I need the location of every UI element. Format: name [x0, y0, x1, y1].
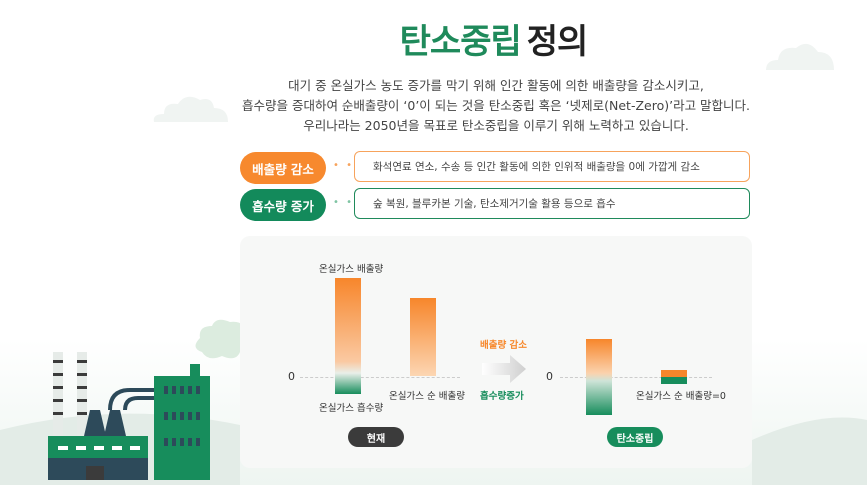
definition-description: 대기 중 온실가스 농도 증가를 막기 위해 인간 활동에 의한 배출량을 감소… — [240, 76, 752, 136]
description-line: 대기 중 온실가스 농도 증가를 막기 위해 인간 활동에 의한 배출량을 감소… — [288, 78, 704, 93]
neutral-bar — [586, 339, 612, 415]
dots-connector: • • • — [333, 160, 368, 171]
right-arrow-icon — [482, 355, 526, 383]
factory-illustration — [48, 319, 249, 480]
zero-line — [300, 377, 460, 378]
page-title-suffix: 정의 — [526, 22, 589, 62]
absorption-increase-detail: 숲 복원, 블루카본 기술, 탄소제거기술 활용 등으로 흡수 — [354, 188, 750, 219]
carbon-neutral-diagram — [240, 236, 752, 468]
description-line: 우리나라는 2050년을 목표로 탄소중립을 이루기 위해 노력하고 있습니다. — [303, 118, 689, 133]
cloud-left — [153, 96, 228, 122]
emission-reduction-pill: 배출량 감소 — [240, 152, 326, 184]
net-emission-bar — [410, 298, 436, 376]
current-tag: 현재 — [348, 427, 404, 447]
emission-reduction-detail: 화석연료 연소, 수송 등 인간 활동에 의한 인위적 배출량을 0에 가깝게 … — [354, 151, 750, 182]
net-zero-label: 온실가스 순 배출량=0 — [636, 391, 726, 402]
zero-line — [560, 377, 712, 378]
net-zero-bar — [661, 370, 687, 384]
emission-bar — [335, 278, 361, 394]
absorption-increase-pill: 흡수량 증가 — [240, 189, 326, 221]
absorption-label: 온실가스 흡수량 — [319, 403, 384, 414]
emission-label: 온실가스 배출량 — [319, 264, 384, 275]
increase-absorption-label: 흡수량증가 — [480, 391, 524, 402]
cloud-right — [766, 43, 834, 70]
page-title-highlight: 탄소중립 — [399, 22, 522, 62]
carbon-neutral-tag: 탄소중립 — [607, 427, 663, 447]
zero-label: 0 — [288, 370, 295, 383]
dots-connector: • • • — [333, 197, 368, 208]
net-emission-label: 온실가스 순 배출량 — [389, 391, 465, 402]
reduce-emission-label: 배출량 감소 — [480, 340, 528, 351]
zero-label: 0 — [546, 370, 553, 383]
description-line: 흡수량을 증대하여 순배출량이 ‘0’이 되는 것을 탄소중립 혹은 ‘넷제로(… — [241, 98, 751, 113]
page-title: 탄소중립 정의 — [0, 14, 867, 63]
